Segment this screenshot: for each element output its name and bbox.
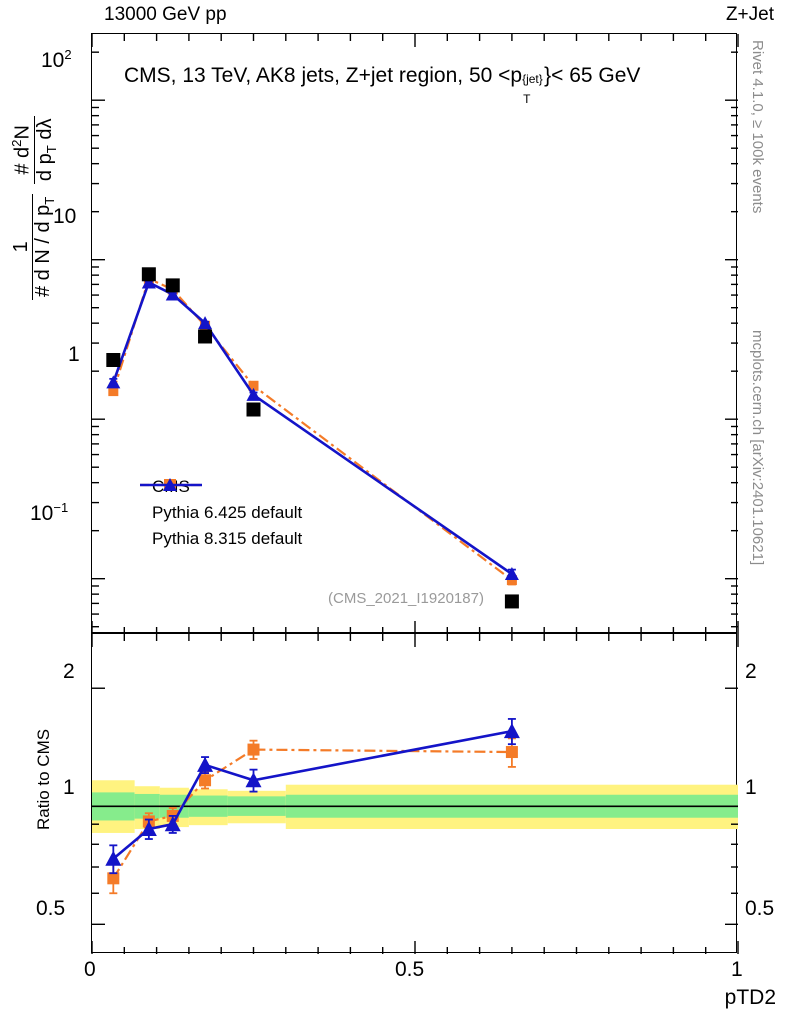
plot-title-subscript: T — [523, 92, 531, 106]
ratio-y-tick-label-right-0.5: 0.5 — [745, 897, 775, 920]
side-label-mcplots: mcplots.cern.ch [arXiv:2401.10621] — [749, 330, 766, 566]
legend-item-pythia6[interactable]: Pythia 6.425 default — [140, 479, 303, 526]
header-beam-energy: 13000 GeV pp — [104, 4, 227, 25]
legend-item-pythia8[interactable]: Pythia 8.315 default — [140, 478, 303, 552]
ratio-y-tick-label-2: 2 — [63, 660, 75, 683]
y-tick-label-100: 102 — [41, 47, 72, 72]
plot-title: CMS, 13 TeV, AK8 jets, Z+jet region, 50 … — [124, 64, 641, 106]
ratio-plot-panel — [91, 633, 739, 954]
header-process: Z+Jet — [725, 4, 774, 25]
legend-label-pythia6: Pythia 6.425 default — [152, 503, 303, 522]
y-tick-label-0.1: 10−1 — [30, 500, 69, 525]
main-plot-panel: CMS, 13 TeV, AK8 jets, Z+jet region, 50 … — [91, 33, 739, 634]
x-axis-label: pTD2 — [724, 986, 776, 1009]
x-tick-label-1: 1 — [731, 958, 743, 981]
x-tick-label-0: 0 — [84, 958, 96, 981]
ratio-y-tick-label-0.5: 0.5 — [36, 897, 66, 920]
x-tick-label-0.5: 0.5 — [395, 958, 425, 981]
ratio-y-tick-label-right-2: 2 — [745, 660, 757, 683]
ratio-y-tick-label-1: 1 — [63, 776, 75, 799]
ratio-y-tick-label-right-1: 1 — [745, 776, 757, 799]
y-tick-label-10: 10 — [53, 205, 77, 228]
legend-label-pythia8: Pythia 8.315 default — [152, 529, 303, 548]
plot-title-main: CMS, 13 TeV, AK8 jets, Z+jet region, 50 … — [124, 64, 523, 87]
analysis-watermark: (CMS_2021_I1920187) — [328, 590, 484, 607]
y-tick-label-1: 1 — [68, 343, 80, 366]
ratio-y-axis-label: Ratio to CMS — [34, 728, 53, 830]
legend-marker-pythia8 — [140, 478, 202, 491]
side-label-rivet: Rivet 4.1.0, ≥ 100k events — [749, 40, 766, 214]
plot-title-tail: }< 65 GeV — [544, 64, 641, 87]
plot-title-superscript: {jet} — [522, 72, 543, 86]
legend: CMS Pythia 6.425 default Pythia 8.315 de… — [140, 474, 302, 552]
